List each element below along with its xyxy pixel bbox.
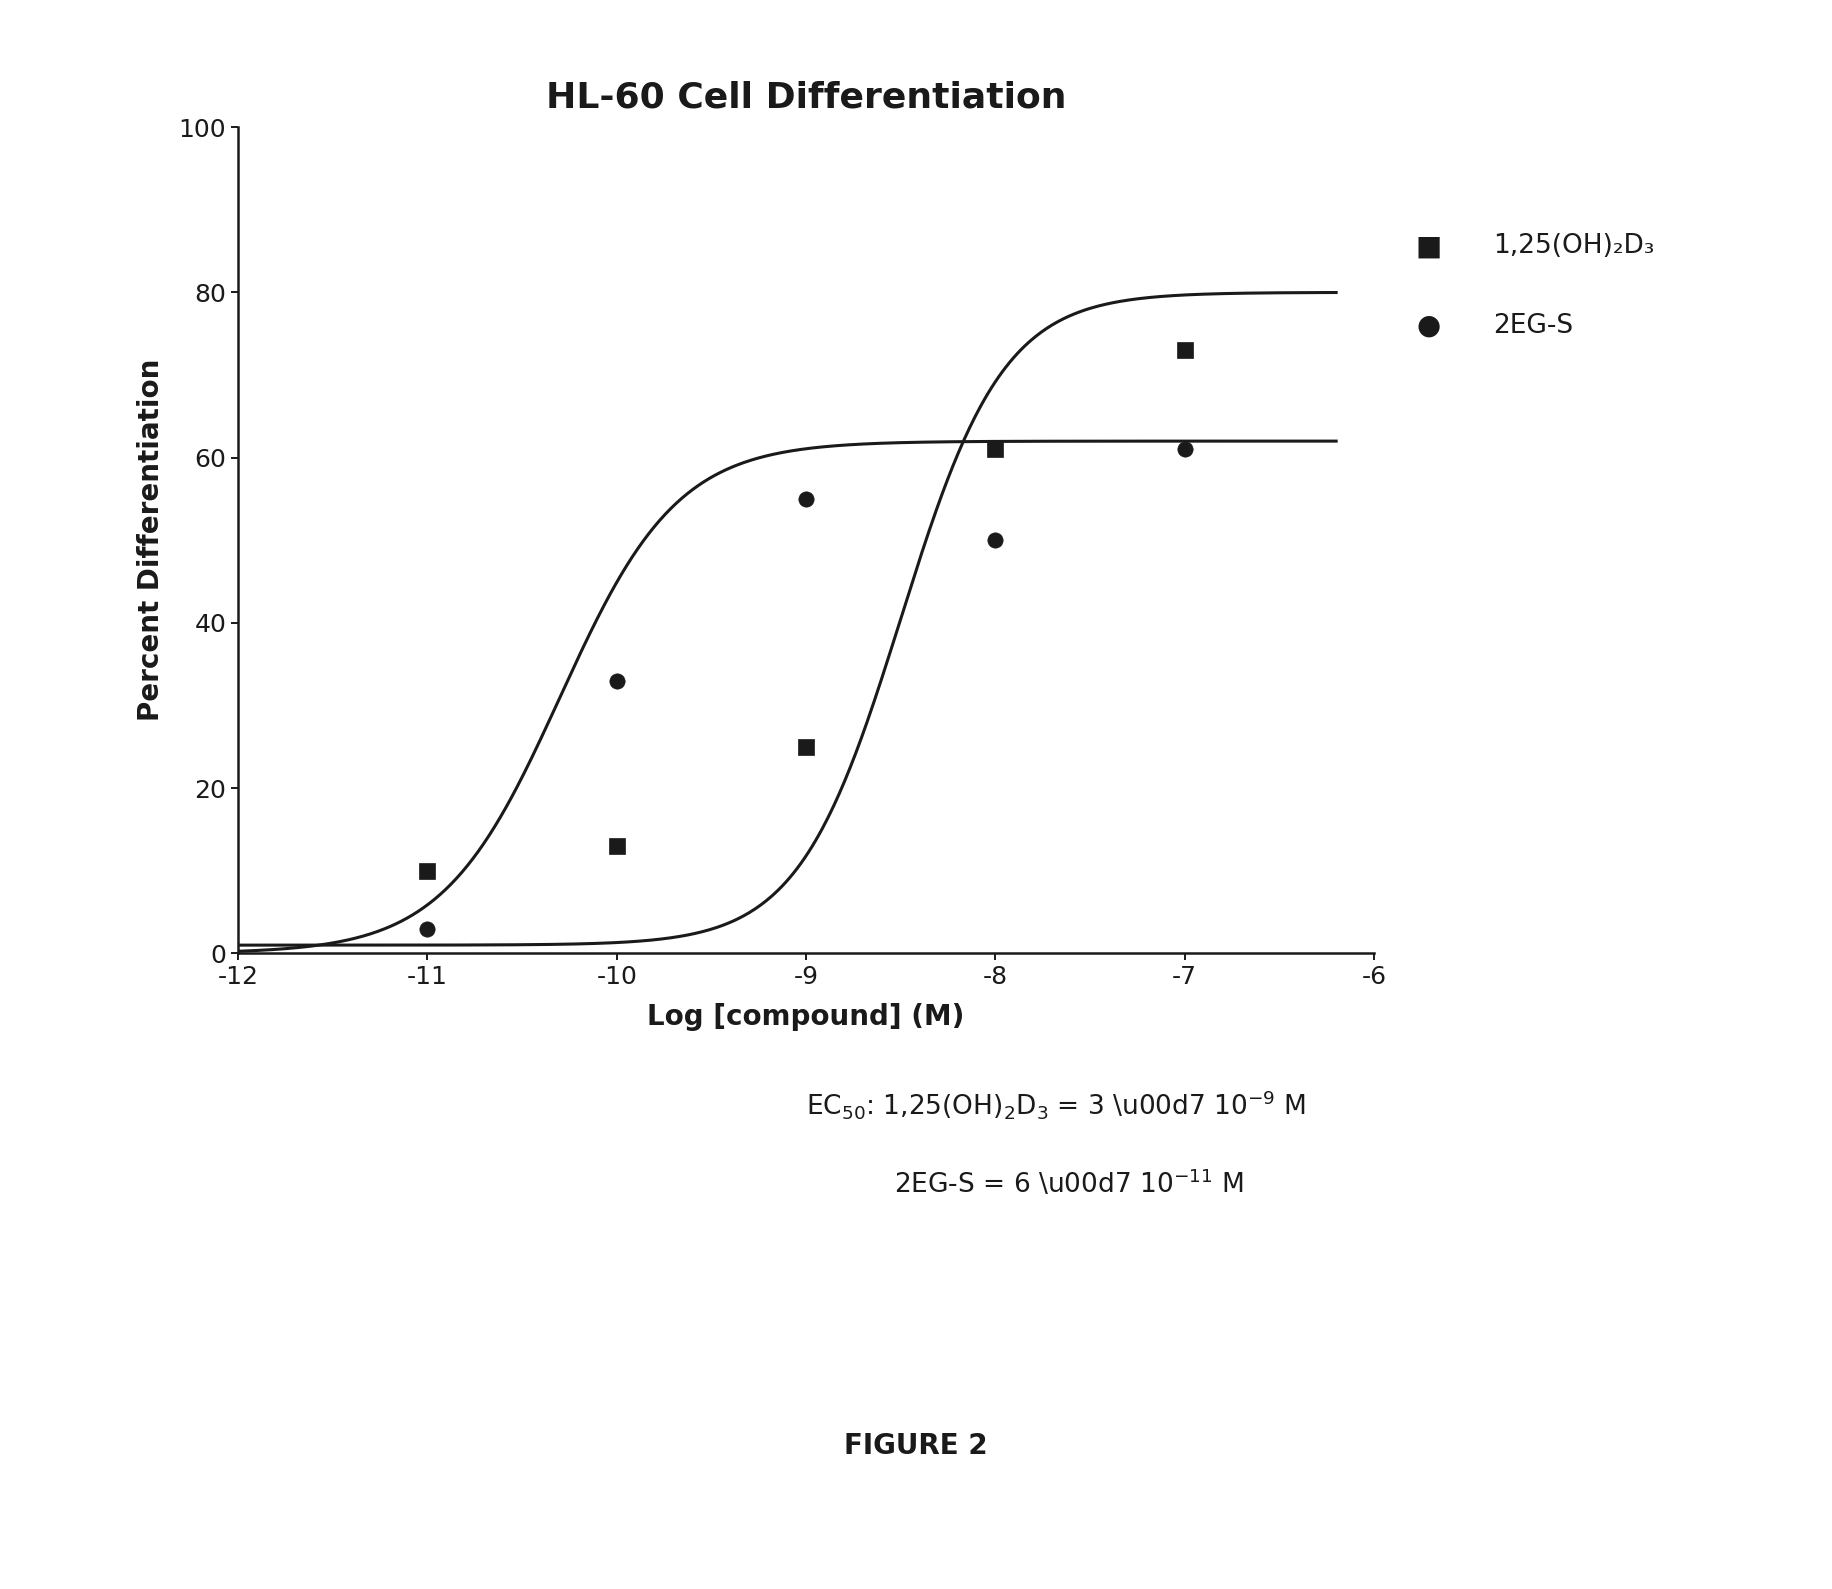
Text: $\mathrm{EC_{50}}$: 1,25(OH)$_2$D$_3$ = 3 \u00d7 10$^{-9}$ M: $\mathrm{EC_{50}}$: 1,25(OH)$_2$D$_3$ = … — [806, 1088, 1306, 1120]
Text: ●: ● — [1416, 311, 1442, 340]
X-axis label: Log [compound] (M): Log [compound] (M) — [647, 1003, 965, 1031]
Text: ■: ■ — [1416, 232, 1442, 261]
Text: 2EG-S: 2EG-S — [1493, 313, 1574, 338]
Title: HL-60 Cell Differentiation: HL-60 Cell Differentiation — [546, 81, 1066, 114]
Text: 1,25(OH)₂D₃: 1,25(OH)₂D₃ — [1493, 234, 1654, 259]
Text: 2EG-S = 6 \u00d7 10$^{-11}$ M: 2EG-S = 6 \u00d7 10$^{-11}$ M — [894, 1168, 1244, 1200]
Y-axis label: Percent Differentiation: Percent Differentiation — [137, 359, 165, 721]
Text: FIGURE 2: FIGURE 2 — [845, 1432, 987, 1460]
